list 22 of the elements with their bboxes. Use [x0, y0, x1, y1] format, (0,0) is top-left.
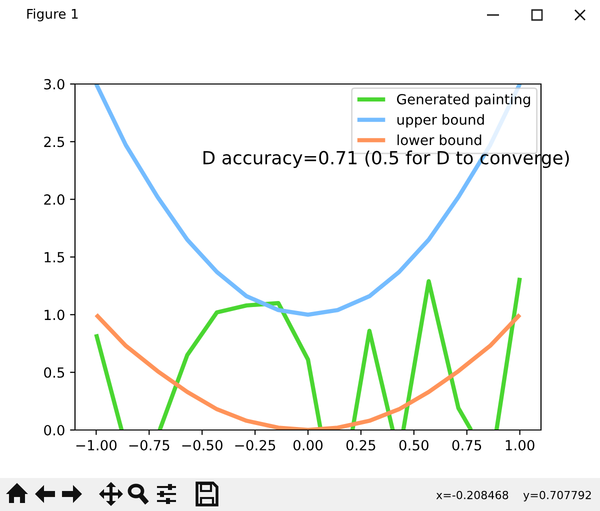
y-tick-label: 0.5: [44, 367, 64, 378]
x-tick-label: −0.50: [182, 440, 222, 450]
x-tick-label: 0.50: [399, 440, 428, 450]
legend-label: upper bound: [397, 114, 484, 128]
x-tick-label: 0.00: [293, 440, 323, 450]
y-tick-label: 2.0: [44, 194, 64, 205]
y-tick-label: 1.0: [44, 310, 64, 320]
caption: Figure 1: [27, 8, 78, 22]
x-tick-label: −1.00: [76, 440, 117, 450]
line-series: [94, 312, 522, 430]
x-tick-label: 0.75: [452, 440, 482, 450]
text: x=-0.208468 y=0.707792: [436, 490, 591, 502]
y-tick-label: 1.5: [44, 252, 64, 262]
x-tick-label: 0.25: [346, 440, 376, 450]
legend-label: lower bound: [398, 134, 482, 146]
y-tick-label: 2.5: [44, 136, 64, 148]
y-tick-label: 3.0: [44, 78, 64, 90]
x-tick-label: −0.25: [235, 440, 276, 450]
x-tick-label: −0.75: [129, 440, 170, 450]
x-tick-label: 1.00: [506, 440, 534, 450]
y-tick-label: 0.0: [44, 424, 64, 436]
legend-label: Generated painting: [397, 94, 530, 108]
